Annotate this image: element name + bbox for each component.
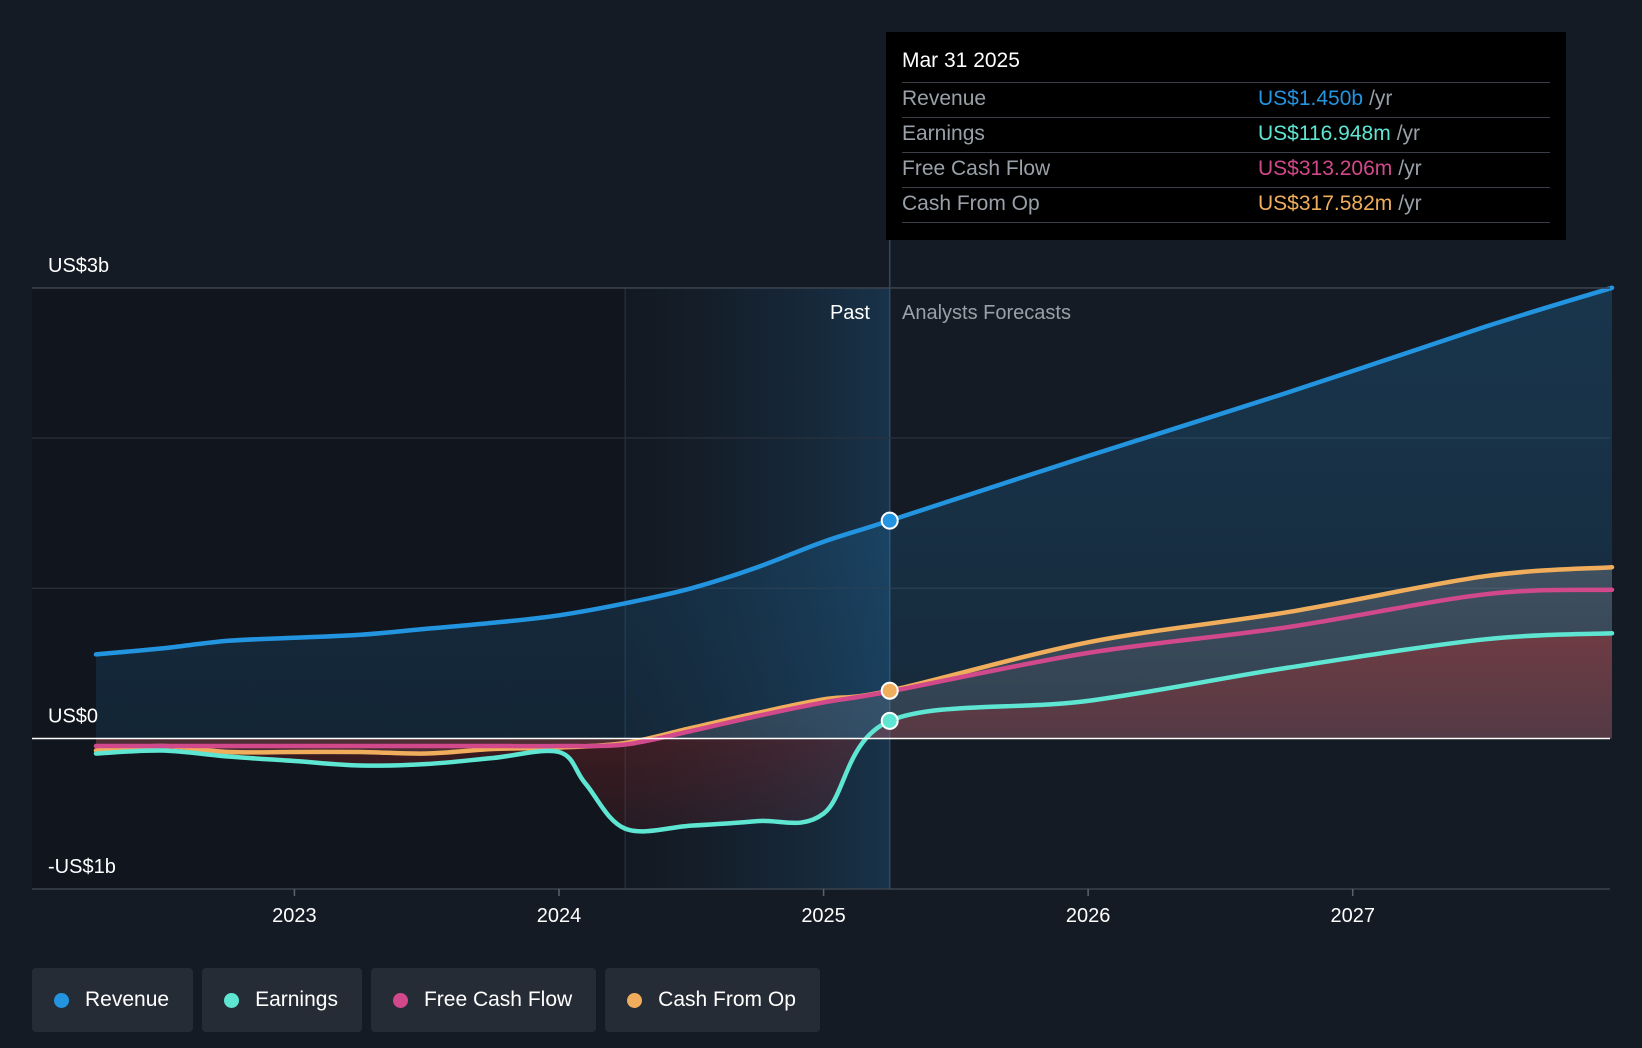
tooltip-label: Earnings xyxy=(902,122,985,145)
tooltip-unit: /yr xyxy=(1398,157,1422,180)
legend-item-free-cash-flow[interactable]: Free Cash Flow xyxy=(370,968,597,1032)
legend-item-earnings[interactable]: Earnings xyxy=(202,968,362,1032)
axes: US$3b US$0 -US$1b 2023 2024 2025 2026 2027 xyxy=(32,255,1610,927)
legend-dot-icon xyxy=(224,992,240,1008)
tooltip-label: Cash From Op xyxy=(902,192,1040,215)
tooltip-unit: /yr xyxy=(1396,122,1421,145)
series-line-cash-from-op xyxy=(93,564,1615,756)
tooltip-unit: /yr xyxy=(1398,192,1422,215)
legend-label: Cash From Op xyxy=(658,988,796,1011)
legend: Revenue Earnings Free Cash Flow Cash From O… xyxy=(32,968,820,1032)
x-tick-label: 2025 xyxy=(801,905,846,927)
y-tick-label: -US$1b xyxy=(48,856,116,878)
legend-dot-icon xyxy=(54,992,69,1008)
legend-item-cash-from-op[interactable]: Cash From Op xyxy=(605,968,820,1032)
tooltip-unit: /yr xyxy=(1369,87,1393,110)
tooltip-row: Earnings US$116.948m/yr xyxy=(902,118,1550,153)
tooltip-date: Mar 31 2025 xyxy=(902,46,1550,83)
tooltip-row: Revenue US$1.450b/yr xyxy=(902,83,1550,118)
y-tick-label: US$0 xyxy=(48,706,98,728)
earnings-area xyxy=(96,633,1612,832)
x-tick-label: 2027 xyxy=(1330,905,1375,927)
legend-label: Free Cash Flow xyxy=(423,988,573,1011)
forecast-label: Analysts Forecasts xyxy=(902,302,1071,324)
x-tick-label: 2026 xyxy=(1066,905,1111,927)
tooltip-row: Cash From Op US$317.582m/yr xyxy=(902,188,1550,223)
tooltip-value: US$116.948m xyxy=(1258,122,1391,145)
series-line-earnings xyxy=(93,631,1615,834)
marker-earnings xyxy=(880,711,899,730)
tooltip-label: Free Cash Flow xyxy=(902,157,1051,180)
legend-label: Revenue xyxy=(85,988,170,1011)
tooltip-row: Free Cash Flow US$313.206m/yr xyxy=(902,153,1550,188)
y-tick-label: US$3b xyxy=(48,255,109,277)
legend-item-revenue[interactable]: Revenue xyxy=(32,968,194,1032)
series-line-free-cash-flow xyxy=(93,587,1615,749)
legend-label: Earnings xyxy=(255,988,338,1011)
past-label: Past xyxy=(830,302,870,324)
tooltip-label: Revenue xyxy=(902,87,987,110)
tooltip-value: US$313.206m xyxy=(1258,157,1393,180)
series-line-revenue xyxy=(93,285,1615,657)
series-markers xyxy=(880,511,899,730)
tooltip-value: US$1.450b xyxy=(1258,87,1364,110)
legend-dot-icon xyxy=(627,992,643,1008)
marker-revenue xyxy=(880,511,899,530)
series-lines xyxy=(93,285,1615,834)
tooltip-value: US$317.582m xyxy=(1258,192,1393,215)
legend-dot-icon xyxy=(392,992,408,1008)
marker-cash-from-op xyxy=(880,681,899,700)
tooltip-panel: Mar 31 2025 Revenue US$1.450b/yr Earnings U… xyxy=(886,32,1566,240)
x-tick-label: 2023 xyxy=(272,905,317,927)
x-tick-label: 2024 xyxy=(537,905,582,927)
